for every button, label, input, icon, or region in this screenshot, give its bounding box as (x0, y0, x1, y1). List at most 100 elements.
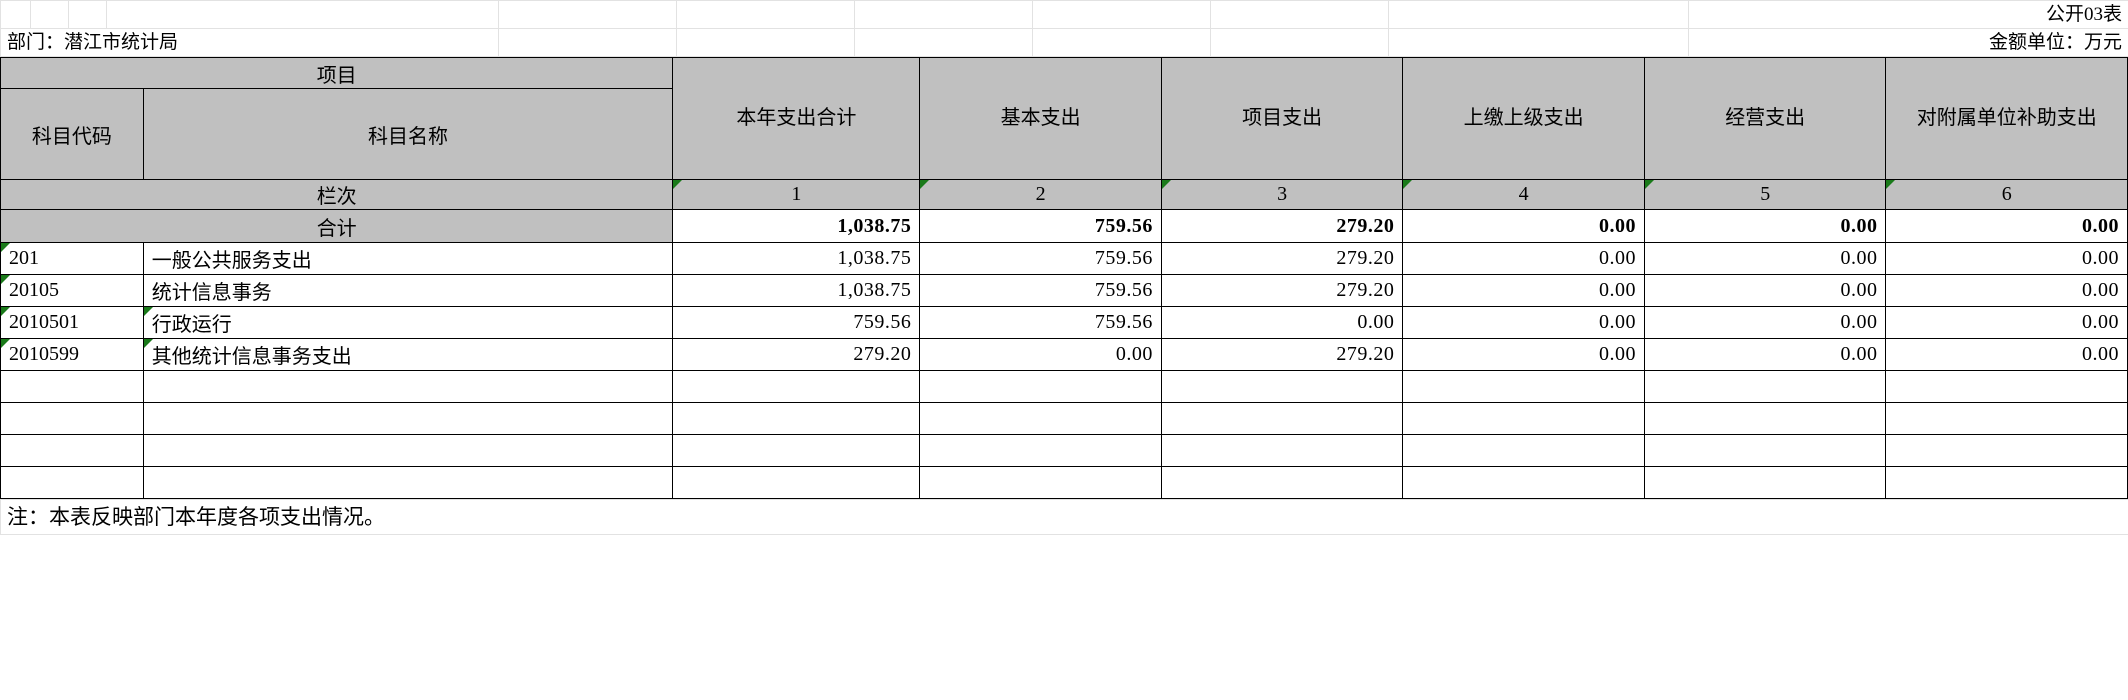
row-value-6: 0.00 (1885, 274, 2128, 307)
total-label: 合计 (0, 209, 674, 243)
header-row-bottom: 科目代码 科目名称 (0, 88, 2128, 180)
table-row: 2010599 其他统计信息事务支出 279.20 0.00 279.20 0.… (0, 338, 2128, 371)
meta-cell (1210, 28, 1389, 57)
row-value-3: 279.20 (1160, 242, 1404, 275)
row-value-4: 0.00 (1402, 242, 1645, 275)
empty-cell (142, 434, 674, 467)
meta-cell (106, 0, 499, 29)
empty-cell (672, 466, 921, 499)
empty-cell (1643, 402, 1887, 435)
header-col-1: 本年支出合计 (672, 57, 921, 180)
empty-cell (919, 466, 1162, 499)
row-code: 201 (0, 242, 144, 275)
header-col-3: 项目支出 (1160, 57, 1404, 180)
row-value-5: 0.00 (1643, 306, 1887, 339)
group-header-item: 项目 (0, 57, 674, 89)
meta-band: 公开03表 部门：潜江市统计局 金额单位：万元 (0, 0, 2128, 57)
header-subject-code: 科目代码 (0, 88, 144, 180)
empty-cell (1160, 370, 1404, 403)
row-value-3: 279.20 (1160, 338, 1404, 371)
empty-cell (919, 402, 1162, 435)
header-row-top: 项目 本年支出合计 基本支出 项目支出 上缴上级支出 经营支出 对附属单位补助支… (0, 57, 2128, 180)
row-value-4: 0.00 (1402, 338, 1645, 371)
total-value-5: 0.00 (1643, 209, 1887, 243)
meta-cell (1388, 28, 1689, 57)
meta-cell (30, 0, 69, 29)
empty-cell (672, 402, 921, 435)
empty-cell (142, 402, 674, 435)
row-value-6: 0.00 (1885, 338, 2128, 371)
empty-cell (1160, 402, 1404, 435)
table-row: 201 一般公共服务支出 1,038.75 759.56 279.20 0.00… (0, 242, 2128, 275)
empty-cell (1402, 402, 1645, 435)
empty-cell (0, 434, 144, 467)
empty-cell (0, 370, 144, 403)
empty-cell (672, 434, 921, 467)
total-value-1: 1,038.75 (672, 209, 921, 243)
row-code: 2010599 (0, 338, 144, 371)
empty-cell (1402, 370, 1645, 403)
rowno-6: 6 (1885, 179, 2128, 210)
row-code: 20105 (0, 274, 144, 307)
meta-cell (1388, 0, 1689, 29)
meta-cell (1032, 28, 1211, 57)
header-col-5: 经营支出 (1643, 57, 1887, 180)
header-col-4: 上缴上级支出 (1402, 57, 1645, 180)
row-value-1: 1,038.75 (672, 242, 921, 275)
meta-cell (0, 0, 31, 29)
total-value-6: 0.00 (1885, 209, 2128, 243)
empty-cell (1885, 402, 2128, 435)
meta-cell (498, 28, 677, 57)
row-value-5: 0.00 (1643, 274, 1887, 307)
row-value-2: 759.56 (919, 242, 1162, 275)
empty-cell (1885, 466, 2128, 499)
form-label: 公开03表 (1688, 0, 2128, 29)
empty-cell (1643, 370, 1887, 403)
row-value-3: 0.00 (1160, 306, 1404, 339)
meta-cell (854, 28, 1033, 57)
empty-row (0, 466, 2128, 499)
empty-cell (142, 466, 674, 499)
empty-cell (1885, 434, 2128, 467)
rowno-2: 2 (919, 179, 1162, 210)
row-value-4: 0.00 (1402, 274, 1645, 307)
row-code: 2010501 (0, 306, 144, 339)
row-value-5: 0.00 (1643, 338, 1887, 371)
total-value-3: 279.20 (1160, 209, 1404, 243)
row-value-6: 0.00 (1885, 242, 2128, 275)
header-subject-name: 科目名称 (142, 88, 674, 180)
empty-cell (1160, 466, 1404, 499)
header-col-2: 基本支出 (919, 57, 1162, 180)
amount-unit-label: 金额单位：万元 (1688, 28, 2128, 57)
row-value-1: 759.56 (672, 306, 921, 339)
empty-cell (1885, 370, 2128, 403)
empty-cell (1402, 466, 1645, 499)
empty-row (0, 370, 2128, 403)
empty-cell (1402, 434, 1645, 467)
row-value-2: 0.00 (919, 338, 1162, 371)
row-value-3: 279.20 (1160, 274, 1404, 307)
row-name: 统计信息事务 (142, 274, 674, 307)
meta-cell (854, 0, 1033, 29)
meta-cell (676, 0, 855, 29)
row-name: 一般公共服务支出 (142, 242, 674, 275)
row-value-1: 279.20 (672, 338, 921, 371)
empty-cell (1643, 466, 1887, 499)
rowno-3: 3 (1160, 179, 1404, 210)
footer-note-row: 注：本表反映部门本年度各项支出情况。 (0, 499, 2128, 535)
empty-row (0, 434, 2128, 467)
total-value-4: 0.00 (1402, 209, 1645, 243)
meta-cell (1210, 0, 1389, 29)
rowno-4: 4 (1402, 179, 1645, 210)
rowno-5: 5 (1643, 179, 1887, 210)
form-label-row: 公开03表 (0, 0, 2128, 29)
expenditure-table: 项目 本年支出合计 基本支出 项目支出 上缴上级支出 经营支出 对附属单位补助支… (0, 57, 2128, 499)
row-value-1: 1,038.75 (672, 274, 921, 307)
table-row: 2010501 行政运行 759.56 759.56 0.00 0.00 0.0… (0, 306, 2128, 339)
row-value-6: 0.00 (1885, 306, 2128, 339)
empty-cell (1643, 434, 1887, 467)
empty-cell (142, 370, 674, 403)
row-value-5: 0.00 (1643, 242, 1887, 275)
meta-cell (498, 0, 677, 29)
